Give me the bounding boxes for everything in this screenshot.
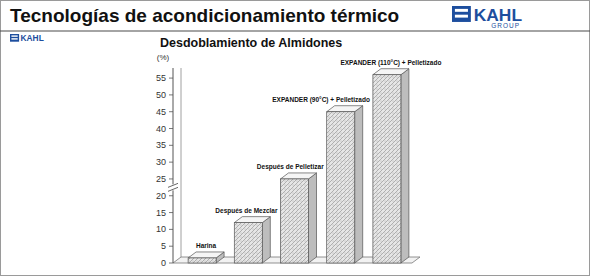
- y-tick-label: 35: [156, 140, 166, 150]
- y-tick: [169, 212, 173, 213]
- category-label: EXPANDER (110°C) + Pelletizado: [340, 59, 441, 67]
- logo: KAHLGROUP: [452, 5, 522, 30]
- bar-group: [234, 217, 270, 263]
- bar: [281, 179, 309, 263]
- y-tick: [169, 195, 173, 196]
- bars: [188, 69, 409, 263]
- bar-group: [373, 69, 409, 263]
- y-tick-label: 25: [156, 174, 166, 184]
- back-wall-edge: [181, 68, 182, 263]
- bar-group: [281, 173, 317, 263]
- axis-break: [168, 187, 178, 191]
- y-tick-label: 40: [156, 124, 166, 134]
- y-tick: [169, 246, 173, 247]
- logo-text: KAHL: [21, 33, 44, 43]
- y-axis-label: (%): [157, 53, 170, 62]
- bar: [188, 258, 216, 263]
- category-label: Harina: [196, 242, 217, 249]
- y-tick: [169, 111, 173, 112]
- bar: [373, 75, 401, 263]
- slide: Tecnologías de acondicionamiento térmico…: [0, 0, 590, 276]
- y-tick: [169, 128, 173, 129]
- axis-break: [168, 183, 178, 187]
- bar-top: [373, 69, 409, 75]
- bar-top: [234, 217, 270, 223]
- logo-icon: [10, 34, 19, 42]
- y-axis: [173, 68, 174, 263]
- y-tick: [169, 145, 173, 146]
- y-tick: [169, 162, 173, 163]
- logo-icon-stripe: [11, 35, 17, 36]
- logo: KAHL: [10, 33, 44, 43]
- y-tick: [169, 263, 173, 264]
- category-label: EXPANDER (90°C) + Pelletizado: [272, 96, 370, 104]
- bar-side: [309, 173, 317, 263]
- bar-side: [262, 217, 270, 263]
- y-tick-label: 0: [161, 258, 166, 268]
- bar: [234, 223, 262, 263]
- bar-top: [327, 106, 363, 112]
- y-tick: [169, 94, 173, 95]
- y-tick-label: 10: [156, 224, 166, 234]
- bar-side: [355, 106, 363, 263]
- chart-title: Desdoblamiento de Almidones: [160, 36, 342, 50]
- y-tick-label: 5: [161, 241, 166, 251]
- bar-side: [401, 69, 409, 263]
- category-label: Después de Pelletizar: [257, 163, 324, 171]
- y-tick-label: 15: [156, 208, 166, 218]
- logo-icon-stripe: [455, 15, 468, 18]
- bar: [327, 112, 355, 263]
- y-tick-label: 55: [156, 73, 166, 83]
- y-tick: [169, 178, 173, 179]
- y-tick: [169, 78, 173, 79]
- logo-icon-stripe: [455, 9, 468, 12]
- axis-break-gap: [168, 184, 178, 190]
- slide-frame: [1, 1, 590, 276]
- y-tick-label: 30: [156, 157, 166, 167]
- bar-group: [188, 252, 224, 263]
- y-tick-label: 45: [156, 107, 166, 117]
- title-rule: [0, 30, 590, 31]
- category-label: Después de Mezclar: [215, 207, 278, 215]
- logo-icon-stripe: [11, 38, 17, 39]
- slide-title: Tecnologías de acondicionamiento térmico: [10, 5, 399, 26]
- bar-top: [188, 252, 224, 258]
- logo-icon: [452, 6, 471, 22]
- y-tick-label: 20: [156, 191, 166, 201]
- bar-labels: Harina Después de Mezclar Después de Pelle…: [196, 59, 441, 249]
- bar-group: [327, 106, 363, 263]
- bar-top: [281, 173, 317, 179]
- logo-subtext: GROUP: [491, 22, 520, 29]
- y-tick-label: 50: [156, 90, 166, 100]
- y-tick: [169, 229, 173, 230]
